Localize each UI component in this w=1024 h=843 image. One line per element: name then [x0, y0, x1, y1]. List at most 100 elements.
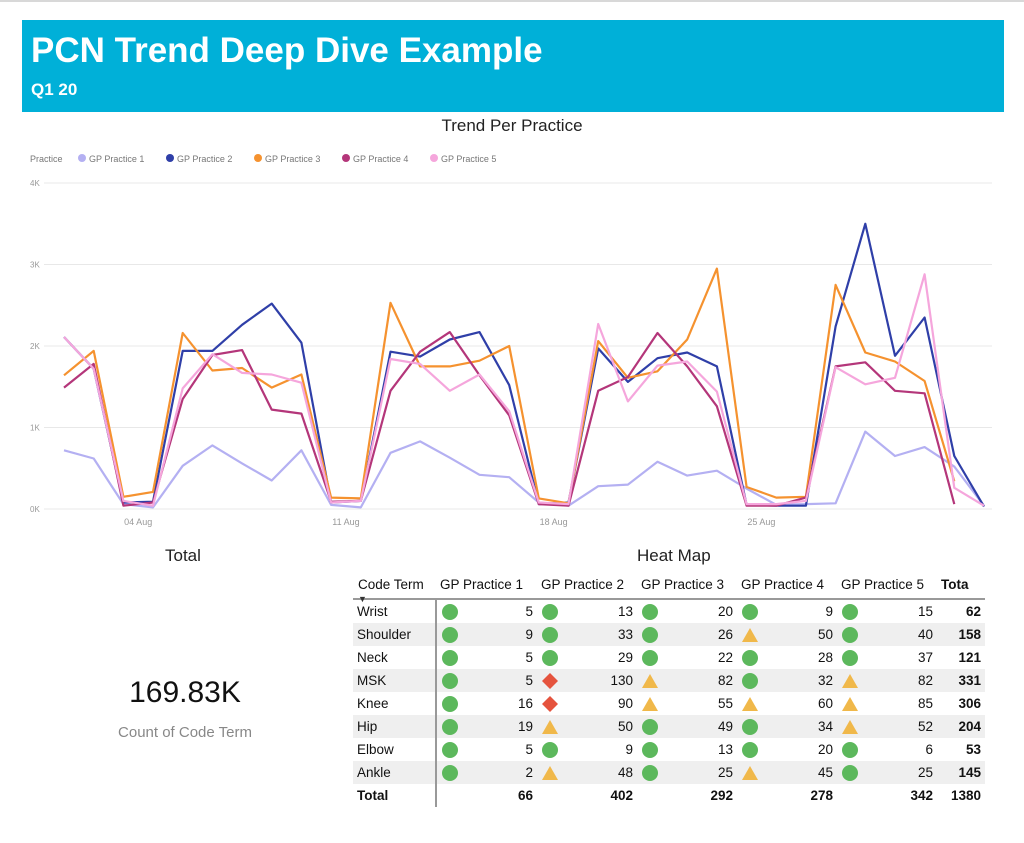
legend-marker-1	[78, 154, 86, 162]
cell-value: 15	[917, 604, 933, 619]
sort-descending-icon[interactable]: ▼	[358, 594, 367, 604]
heat-map-table: Code Term GP Practice 1 GP Practice 2 GP Pr…	[353, 573, 985, 807]
green-circle-icon	[842, 603, 858, 620]
green-circle-icon	[742, 603, 758, 620]
report-subtitle: Q1 20	[31, 80, 78, 99]
green-circle-icon	[842, 626, 858, 643]
row-total-cell: 121	[958, 650, 981, 665]
green-circle-icon	[842, 649, 858, 666]
cell-value: 82	[917, 673, 933, 688]
column-header[interactable]: GP Practice 1	[436, 573, 537, 600]
green-circle-icon	[442, 695, 458, 712]
cell-value: 45	[817, 765, 833, 780]
green-circle-icon	[742, 672, 758, 689]
column-header[interactable]: GP Practice 4	[737, 573, 837, 600]
cell-value: 2	[525, 765, 533, 780]
cell-value: 26	[717, 627, 733, 642]
green-circle-icon	[542, 626, 558, 643]
legend-item-1: GP Practice 1	[89, 154, 144, 164]
cell-value: 22	[717, 650, 733, 665]
green-circle-icon	[642, 741, 658, 758]
table-row: MSK 5 130 82 32 82 331	[353, 669, 985, 692]
green-circle-icon	[442, 718, 458, 735]
value-cell: 22	[637, 646, 737, 669]
value-cell: 9	[537, 738, 637, 761]
column-header[interactable]: GP Practice 5	[837, 573, 937, 600]
cell-value: 25	[917, 765, 933, 780]
row-total-cell: 331	[937, 669, 985, 692]
green-circle-icon	[842, 764, 858, 781]
green-circle-icon	[642, 718, 658, 735]
chart-title: Trend Per Practice	[441, 116, 583, 135]
column-total-cell: 292	[637, 784, 737, 807]
red-diamond-icon	[542, 695, 558, 712]
y-tick-label: 4K	[30, 179, 40, 188]
value-cell: 50	[537, 715, 637, 738]
value-cell: 37	[837, 646, 937, 669]
cell-value: 40	[917, 627, 933, 642]
green-circle-icon	[742, 649, 758, 666]
row-total-cell: 204	[937, 715, 985, 738]
green-circle-icon	[542, 649, 558, 666]
trend-line-chart[interactable]: Practice GP Practice 1 GP Practice 2 GP Pra…	[0, 140, 1024, 540]
code-term-cell: Hip	[353, 715, 437, 738]
cell-value: 28	[817, 650, 833, 665]
value-cell: 40	[837, 623, 937, 646]
cell-value: 5	[525, 673, 533, 688]
value-cell: 33	[537, 623, 637, 646]
kpi-value: 169.83K	[129, 676, 241, 709]
cell-value: 6	[925, 742, 933, 757]
cell-value: 37	[917, 650, 933, 665]
amber-triangle-icon	[842, 696, 858, 711]
row-total-cell: 145	[937, 761, 985, 784]
cell-value: 13	[617, 604, 633, 619]
value-cell: 25	[837, 761, 937, 784]
column-header[interactable]: Tota	[937, 573, 985, 600]
value-cell: 19	[436, 715, 537, 738]
amber-triangle-icon	[542, 765, 558, 780]
legend-marker-3	[254, 154, 262, 162]
value-cell: 13	[537, 599, 637, 623]
cell-value: 32	[817, 673, 833, 688]
value-cell: 26	[637, 623, 737, 646]
green-circle-icon	[642, 626, 658, 643]
value-cell: 49	[637, 715, 737, 738]
code-term-cell: Elbow	[353, 738, 437, 761]
row-total-cell: 62	[965, 604, 981, 619]
value-cell: 45	[737, 761, 837, 784]
value-cell: 6	[837, 738, 937, 761]
value-cell: 15	[837, 599, 937, 623]
total-row: Total 66 402 292 278 342 1380	[353, 784, 985, 807]
amber-triangle-icon	[742, 696, 758, 711]
green-circle-icon	[442, 741, 458, 758]
legend-item-3: GP Practice 3	[265, 154, 320, 164]
table-row: Hip 19 50 49 34 52 204	[353, 715, 985, 738]
code-term-cell: Wrist	[353, 599, 437, 623]
green-circle-icon	[442, 764, 458, 781]
table-row: Neck 5 29 22 28 37 121	[353, 646, 985, 669]
value-cell: 5	[436, 599, 537, 623]
cell-value: 130	[610, 673, 633, 688]
red-diamond-icon	[542, 672, 558, 689]
legend-marker-5	[430, 154, 438, 162]
legend-marker-4	[342, 154, 350, 162]
column-header[interactable]: Code Term	[353, 573, 436, 600]
green-circle-icon	[842, 741, 858, 758]
cell-value: 13	[717, 742, 733, 757]
table-row: Elbow 5 9 13 20 6 53	[353, 738, 985, 761]
green-circle-icon	[642, 603, 658, 620]
amber-triangle-icon	[742, 765, 758, 780]
value-cell: 28	[737, 646, 837, 669]
value-cell: 16	[436, 692, 537, 715]
report-title: PCN Trend Deep Dive Example	[31, 31, 543, 70]
table-row: Wrist 5 13 20 9 15 62	[353, 599, 985, 623]
green-circle-icon	[742, 741, 758, 758]
legend-item-4: GP Practice 4	[353, 154, 408, 164]
code-term-cell: MSK	[353, 669, 437, 692]
row-total-cell: 306	[958, 696, 981, 711]
green-circle-icon	[442, 603, 458, 620]
value-cell: 82	[637, 669, 737, 692]
column-header[interactable]: GP Practice 2	[537, 573, 637, 600]
column-header[interactable]: GP Practice 3	[637, 573, 737, 600]
y-tick-label: 0K	[30, 505, 40, 514]
